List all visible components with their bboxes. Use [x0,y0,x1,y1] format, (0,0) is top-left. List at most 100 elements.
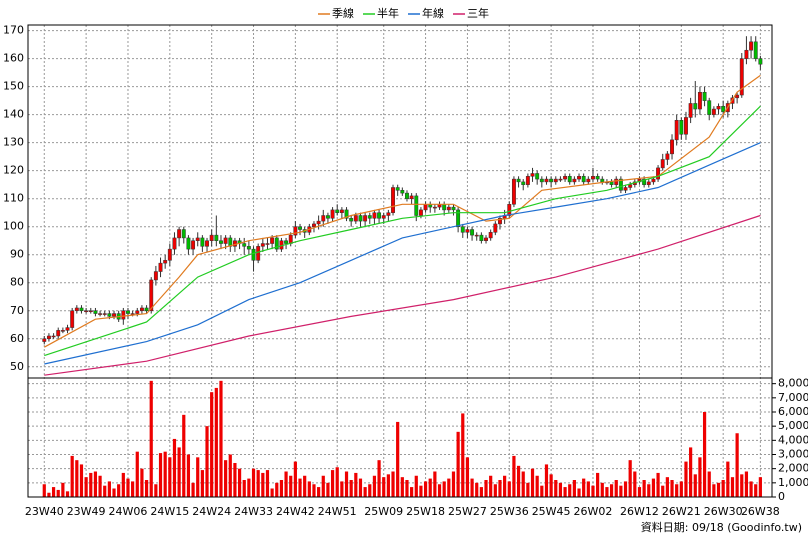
candle-body [674,120,679,141]
volume-bar [577,488,581,497]
volume-bar [461,413,465,497]
candle-body [418,209,423,216]
volume-bar [154,484,158,497]
candle-body [642,178,647,185]
volume-bar [377,460,381,497]
candle-body [335,209,340,213]
candle-body [442,204,447,211]
volume-bar [433,471,437,497]
candle-body [232,240,237,247]
volume-bar [428,478,432,497]
legend-label: 半年 [377,6,399,20]
volume-bar [475,482,479,497]
volume-bar [256,470,260,497]
candle-body [549,178,554,183]
volume-bar [163,451,167,497]
x-tick-label: 24W42 [276,505,315,518]
volume-bar [382,477,386,497]
y-tick-label: 80 [10,276,24,289]
volume-bar [596,472,600,497]
candle-body [200,237,205,247]
volume-bar [149,380,153,497]
candle-body [98,313,103,315]
volume-bar [679,481,683,497]
candle-body [484,237,488,241]
y2-tick-label: 4,000 [778,433,808,446]
volume-bar [740,474,744,497]
volume-bar [303,475,307,497]
y-tick-label: 60 [10,332,24,345]
volume-bar [582,478,586,497]
candle-body [697,91,702,110]
volume-bar [503,475,507,497]
volume-bar [228,454,232,497]
volume-bar [326,482,330,497]
volume-bar [56,489,60,497]
volume-bar [144,480,149,497]
x-tick-label: 23W40 [25,505,64,518]
candle-body [735,94,740,99]
volume-bar [423,481,428,497]
candle-body [749,41,754,51]
volume-bar [484,480,488,497]
volume-bar [70,455,74,497]
volume-bar [126,478,130,497]
candle-body [711,108,716,115]
volume-bar [42,484,46,497]
volume-bar [117,484,121,497]
x-tick-label: 25W18 [406,505,445,518]
x-tick-label: 24W24 [192,505,231,518]
candle-body [446,206,451,211]
volume-bar [544,464,549,497]
volume-bar [498,480,502,497]
candle-body [353,215,358,222]
x-tick-label: 26W38 [741,505,780,518]
volume-bar [93,471,98,497]
x-tick-label: 24W06 [109,505,148,518]
volume-bar [712,484,716,497]
x-tick-label: 24W15 [150,505,189,518]
x-tick-label: 23W49 [67,505,106,518]
volume-bar [65,491,70,497]
volume-bar [210,392,214,497]
candle-body [465,229,470,233]
x-tick-label: 24W51 [318,505,357,518]
candle-body [618,178,623,191]
candle-body [753,41,758,59]
candle-body [158,262,163,272]
volume-bar [563,487,567,497]
candle-body [288,234,293,244]
volume-bar [79,464,84,497]
volume-bar [549,474,553,497]
y2-tick-label: 6,000 [778,405,808,418]
y2-tick-label: 2,000 [778,462,808,475]
candle-body [456,209,461,227]
volume-bar [540,485,544,497]
candle-body [93,310,98,314]
candle-body [423,204,428,211]
candle-body [614,178,619,185]
volume-bar [447,478,451,497]
volume-bar [661,485,665,497]
candle-body [511,178,516,205]
candle-body [507,204,512,216]
candle-body [451,206,456,211]
volume-bar [265,470,270,497]
volume-bar [121,472,125,497]
volume-bar [586,481,590,497]
y-tick-label: 140 [3,108,24,121]
volume-bar [51,487,56,497]
volume-bar [605,487,609,497]
y-tick-label: 50 [10,360,24,373]
candle-body [665,153,670,160]
volume-bar [716,482,721,497]
volume-bar [735,433,739,497]
candle-body [46,335,51,340]
volume-bar [451,471,456,497]
volume-bar [647,484,651,497]
volume-bar [623,481,628,497]
volume-bar [358,478,363,497]
candle-body [112,313,116,317]
volume-bar [279,480,284,497]
